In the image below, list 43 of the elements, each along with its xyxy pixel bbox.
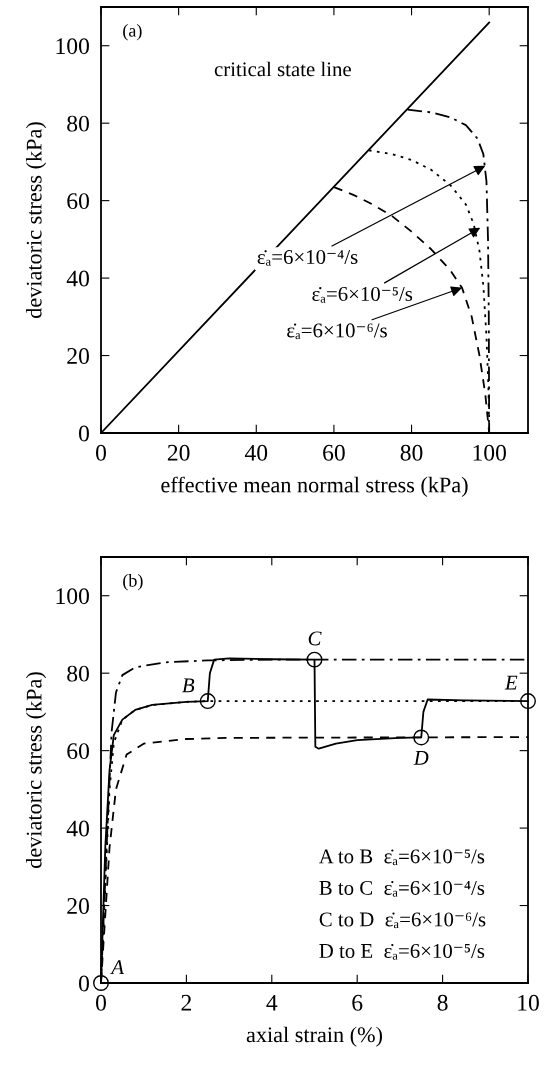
y-tick-label: 100 — [56, 38, 89, 55]
annotation: C to D ε̇ₐ=6×10⁻⁶/s — [319, 912, 486, 929]
x-tick-label: 0 — [96, 994, 106, 1011]
y-tick-label: 80 — [67, 115, 89, 132]
y-axis-title: deviatoric stress (kPa) — [25, 122, 47, 318]
x-tick-label: 2 — [181, 994, 191, 1011]
y-tick-label: 60 — [67, 743, 89, 760]
y-tick-label: 40 — [66, 270, 89, 287]
x-tick-label: 6 — [352, 994, 363, 1011]
x-axis-title: axial strain (%) — [246, 1026, 383, 1047]
annotation: A — [110, 960, 125, 975]
x-tick-label: 80 — [400, 444, 423, 461]
y-tick-label: 100 — [56, 588, 89, 605]
y-tick-label: 60 — [67, 193, 89, 210]
text: critical state line — [214, 61, 351, 77]
x-tick-label: 40 — [244, 444, 268, 461]
y-tick-label: 0 — [78, 975, 89, 992]
annotation: ε̇ₐ=6×10⁻⁴/s — [257, 249, 358, 266]
annotation: D — [413, 751, 429, 765]
annotation: B — [182, 678, 195, 693]
annotation: A to B ε̇ₐ=6×10⁻⁵/s — [318, 849, 485, 866]
annotation: (a) — [123, 24, 142, 41]
x-tick-label: 0 — [96, 444, 106, 461]
annotation: B to C ε̇ₐ=6×10⁻⁴/s — [319, 880, 485, 897]
x-tick-label: 100 — [473, 444, 506, 461]
y-tick-label: 0 — [78, 425, 89, 442]
y-tick-label: 20 — [67, 348, 89, 364]
x-tick-label: 20 — [167, 444, 190, 461]
y-axis-title: deviatoric stress (kPa) — [25, 672, 47, 868]
x-axis-title: effective mean normal stress (kPa) — [161, 476, 468, 498]
y-tick-label: 80 — [67, 665, 89, 682]
annotation: C — [308, 631, 322, 646]
annotation: ε̇ₐ=6×10⁻⁶/s — [287, 323, 387, 340]
annotation: E — [504, 675, 518, 690]
annotation: D to E ε̇ₐ=6×10⁻⁵/s — [319, 943, 485, 960]
x-tick-label: 4 — [266, 994, 278, 1011]
x-tick-label: 60 — [323, 444, 345, 461]
x-tick-label: 10 — [518, 994, 539, 1011]
annotation: (b) — [123, 574, 143, 591]
y-tick-label: 40 — [66, 820, 89, 837]
x-tick-label: 8 — [437, 994, 448, 1011]
annotation: ε̇ₐ=6×10⁻⁵/s — [312, 286, 413, 303]
y-tick-label: 20 — [67, 898, 89, 914]
